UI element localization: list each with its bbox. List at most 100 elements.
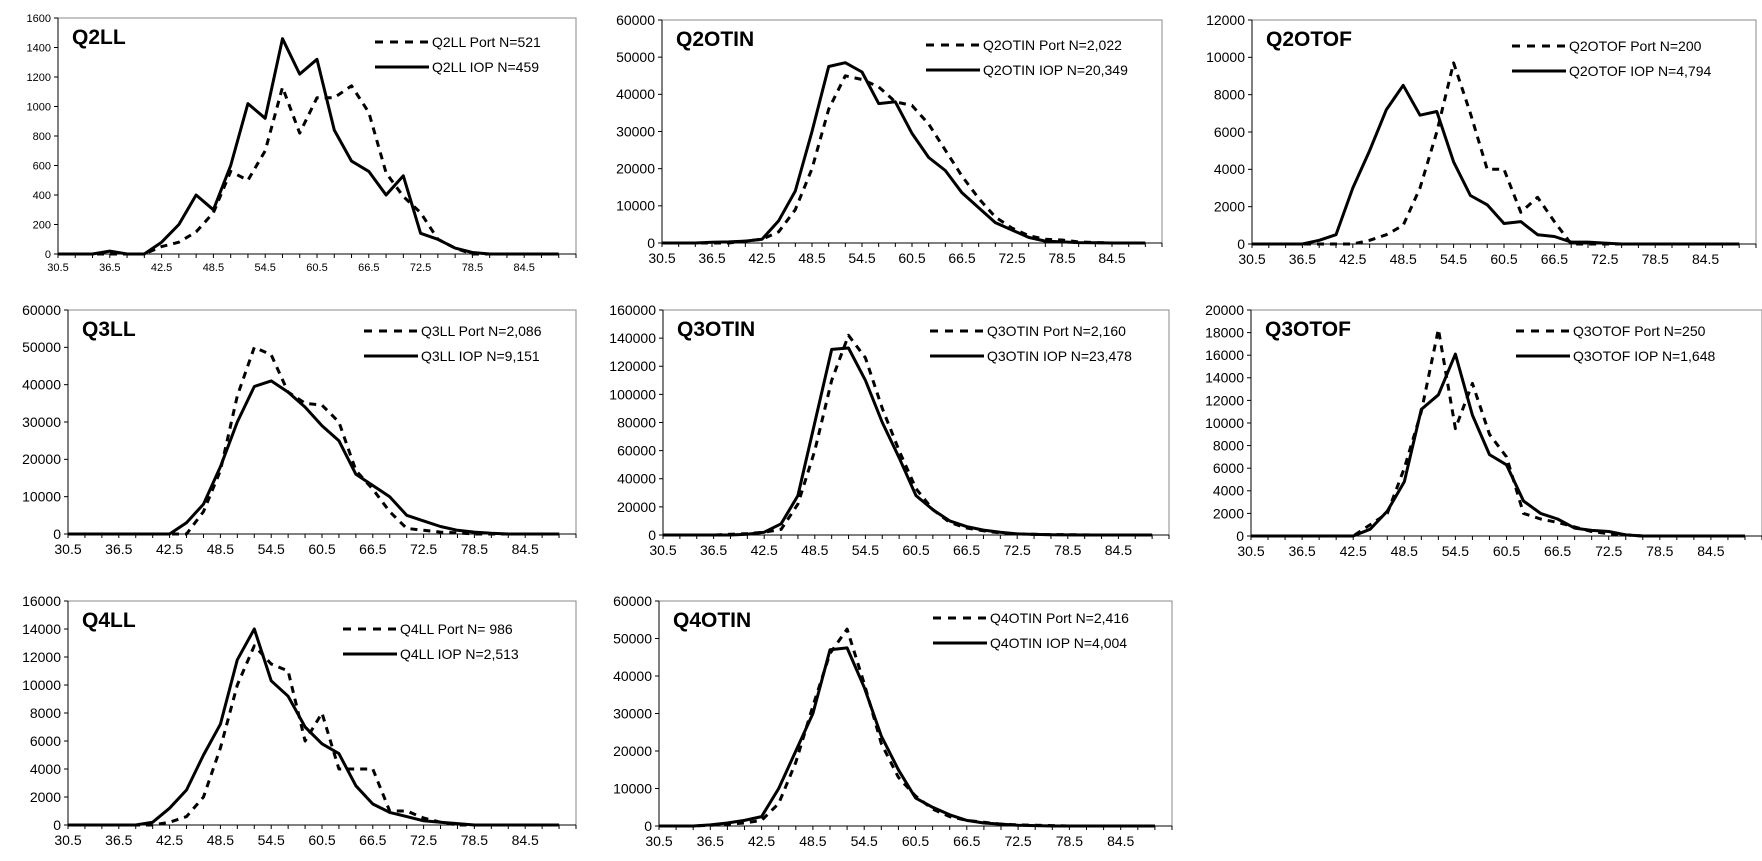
- x-tick-label: 48.5: [801, 542, 828, 558]
- legend-label: Q4LL Port N= 986: [400, 621, 513, 637]
- y-tick-label: 60000: [616, 12, 655, 28]
- x-tick-label: 30.5: [47, 262, 68, 274]
- y-tick-label: 120000: [609, 358, 656, 374]
- y-tick-label: 160000: [609, 302, 656, 318]
- y-tick-label: 140000: [609, 330, 656, 346]
- chart-title: Q3LL: [82, 318, 136, 341]
- x-tick-label: 48.5: [798, 250, 825, 266]
- y-tick-label: 12000: [22, 649, 61, 665]
- y-tick-label: 1000: [27, 101, 51, 113]
- x-tick-label: 72.5: [410, 832, 437, 848]
- series-line-port: [663, 333, 1153, 537]
- y-tick-label: 1600: [27, 13, 51, 25]
- legend: Q3OTIN Port N=2,160 Q3OTIN IOP N=23,478: [930, 323, 1132, 364]
- y-tick-label: 2000: [1213, 505, 1244, 521]
- y-tick-label: 4000: [30, 761, 61, 777]
- series-line-iop: [68, 627, 560, 827]
- chart-q3otin: 0 20000 40000 60000 80000 100000 120000 140000 1…: [609, 302, 1170, 558]
- y-tick-label: 16000: [22, 593, 61, 609]
- y-tick-label: 10000: [613, 780, 652, 796]
- y-tick-label: 50000: [613, 630, 652, 646]
- legend: Q4OTIN Port N=2,416 Q4OTIN IOP N=4,004: [933, 610, 1129, 651]
- series-line-iop: [659, 646, 1155, 828]
- y-tick-label: 18000: [1205, 325, 1244, 341]
- y-tick-label: 6000: [1214, 124, 1245, 140]
- x-tick-label: 78.5: [1642, 251, 1669, 267]
- plot-frame: [57, 17, 577, 255]
- x-tick-label: 72.5: [1004, 833, 1031, 849]
- y-tick-label: 0: [644, 818, 652, 834]
- y-tick-label: 40000: [616, 86, 655, 102]
- chart-title: Q3OTOF: [1265, 318, 1351, 341]
- x-tick-label: 60.5: [306, 262, 327, 274]
- y-tick-label: 80000: [617, 414, 656, 430]
- x-tick-label: 30.5: [54, 541, 81, 557]
- x-tick-label: 42.5: [748, 833, 775, 849]
- y-tick-label: 14000: [22, 621, 61, 637]
- y-tick-label: 10000: [616, 198, 655, 214]
- series-line-port: [58, 84, 559, 256]
- x-tick-label: 84.5: [1105, 542, 1132, 558]
- x-tick-label: 36.5: [1289, 251, 1316, 267]
- y-tick-label: 10000: [1205, 415, 1244, 431]
- legend-label: Q3LL Port N=2,086: [421, 323, 542, 339]
- y-tick-label: 0: [648, 527, 656, 543]
- x-tick-label: 66.5: [1541, 251, 1568, 267]
- chart-q4ll: 0 2000 4000 6000 8000 10000 12000 14000 16000 30.…: [22, 593, 577, 848]
- x-tick-label: 54.5: [258, 541, 285, 557]
- y-tick-label: 8000: [1213, 438, 1244, 454]
- x-tick-label: 78.5: [462, 262, 483, 274]
- x-tick-label: 84.5: [1697, 543, 1724, 559]
- x-tick-label: 42.5: [751, 542, 778, 558]
- y-tick-label: 4000: [1214, 161, 1245, 177]
- x-tick-label: 66.5: [948, 250, 975, 266]
- series-line-iop: [662, 61, 1146, 245]
- x-tick-label: 42.5: [748, 250, 775, 266]
- legend-label: Q2LL IOP N=459: [432, 59, 539, 75]
- x-tick-label: 78.5: [1646, 543, 1673, 559]
- y-tick-label: 1200: [27, 72, 51, 84]
- y-tick-label: 50000: [22, 339, 61, 355]
- x-tick-label: 42.5: [1340, 543, 1367, 559]
- series-line-iop: [1252, 83, 1740, 246]
- x-tick-label: 30.5: [1237, 543, 1264, 559]
- x-tick-label: 54.5: [848, 250, 875, 266]
- y-tick-label: 0: [1236, 528, 1244, 544]
- x-tick-label: 42.5: [156, 541, 183, 557]
- x-tick-label: 84.5: [1098, 250, 1125, 266]
- y-tick-label: 2000: [30, 789, 61, 805]
- y-tick-label: 100000: [609, 386, 656, 402]
- x-tick-label: 48.5: [1390, 251, 1417, 267]
- y-tick-label: 20000: [617, 499, 656, 515]
- chart-q3ll: 0 10000 20000 30000 40000 50000 60000 30.5 36.5 4…: [22, 302, 577, 557]
- x-tick-label: 42.5: [151, 262, 172, 274]
- series-line-iop: [58, 37, 559, 256]
- y-tick-label: 20000: [616, 161, 655, 177]
- x-tick-label: 54.5: [1442, 543, 1469, 559]
- x-tick-label: 48.5: [1391, 543, 1418, 559]
- chart-title: Q4OTIN: [673, 609, 751, 632]
- chart-title: Q2OTOF: [1266, 28, 1352, 51]
- x-tick-label: 84.5: [512, 832, 539, 848]
- series-line-port: [659, 627, 1155, 828]
- y-tick-label: 0: [1237, 236, 1245, 252]
- x-tick-label: 30.5: [648, 250, 675, 266]
- y-tick-label: 6000: [30, 733, 61, 749]
- x-tick-label: 36.5: [700, 542, 727, 558]
- x-tick-label: 36.5: [1288, 543, 1315, 559]
- x-tick-label: 72.5: [998, 250, 1025, 266]
- chart-q2otof: 0 2000 4000 6000 8000 10000 12000 30.5 36.5 42.5 4…: [1206, 12, 1757, 267]
- x-tick-label: 42.5: [156, 832, 183, 848]
- plot-frame: [67, 309, 577, 535]
- chart-q2otin: 0 10000 20000 30000 40000 50000 60000 30.5 36.5 4…: [616, 12, 1163, 266]
- x-tick-label: 84.5: [512, 541, 539, 557]
- y-tick-label: 800: [33, 131, 51, 143]
- y-tick-label: 400: [33, 190, 51, 202]
- y-tick-label: 14000: [1205, 370, 1244, 386]
- x-tick-label: 36.5: [105, 832, 132, 848]
- x-tick-label: 30.5: [54, 832, 81, 848]
- x-tick-label: 66.5: [359, 832, 386, 848]
- y-tick-label: 8000: [1214, 87, 1245, 103]
- x-tick-label: 60.5: [1490, 251, 1517, 267]
- x-tick-label: 72.5: [1004, 542, 1031, 558]
